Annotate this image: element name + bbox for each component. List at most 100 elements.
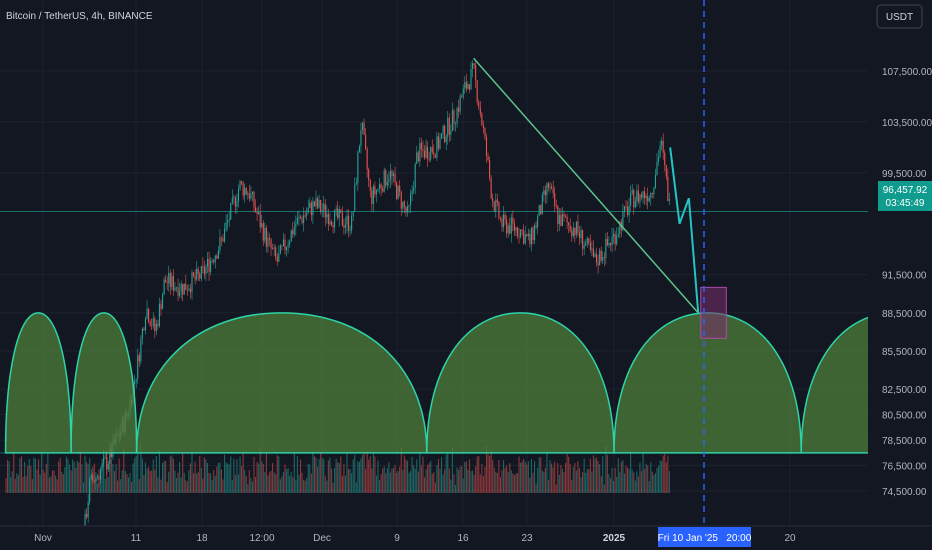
volume-bar	[146, 468, 148, 493]
candle-body	[561, 213, 563, 226]
volume-bar	[335, 458, 337, 493]
volume-bar	[76, 460, 78, 493]
candle-body	[481, 113, 483, 125]
cycle-arc[interactable]	[135, 312, 428, 454]
candle-body	[473, 63, 475, 66]
volume-bar	[16, 473, 18, 493]
volume-bar	[236, 459, 238, 493]
volume-bar	[410, 471, 412, 493]
volume-bar	[592, 455, 594, 493]
volume-bar	[289, 475, 291, 493]
volume-bar	[96, 483, 98, 493]
candle-body	[355, 182, 357, 185]
volume-bar	[377, 460, 379, 493]
candle-body	[95, 477, 97, 482]
volume-bar	[578, 467, 581, 493]
volume-bar	[478, 455, 480, 493]
volume-bar	[225, 462, 227, 493]
candle-body	[268, 237, 271, 240]
candle-body	[282, 239, 284, 247]
volume-bar	[361, 455, 364, 493]
volume-bar	[563, 472, 565, 493]
candle-body	[470, 68, 472, 90]
candle-body	[554, 193, 556, 207]
volume-bar	[456, 467, 458, 493]
volume-bar	[206, 462, 209, 493]
volume-bar	[65, 456, 67, 493]
candle-body	[490, 178, 492, 199]
volume-bar	[193, 473, 195, 493]
volume-bar	[258, 463, 260, 493]
candle-body	[261, 223, 263, 228]
volume-bar	[380, 474, 382, 493]
volume-bar	[340, 456, 342, 493]
volume-bar	[327, 460, 329, 493]
candle-body	[631, 189, 633, 194]
candle-body	[250, 194, 252, 199]
volume-bar	[275, 474, 277, 493]
volume-bar	[534, 461, 536, 493]
candle-body	[172, 275, 174, 291]
candle-body	[87, 502, 89, 518]
volume-bar	[348, 468, 350, 493]
volume-bar	[259, 448, 261, 493]
volume-bar	[538, 457, 540, 493]
volume-bar	[433, 472, 435, 493]
target-box[interactable]	[700, 286, 727, 339]
volume-bar	[625, 465, 627, 493]
candle-body	[168, 272, 170, 284]
volume-bar	[527, 461, 529, 493]
candle-body	[214, 255, 216, 263]
volume-bar	[614, 467, 616, 493]
candle-body	[667, 176, 669, 201]
volume-bar	[369, 456, 371, 493]
volume-bar	[661, 460, 663, 493]
volume-bar	[616, 476, 618, 493]
candle-body	[256, 211, 258, 214]
volume-bar	[422, 456, 424, 493]
currency-button[interactable]: USDT	[876, 4, 923, 29]
volume-bar	[317, 466, 319, 493]
volume-bar	[89, 458, 91, 493]
cycle-arc[interactable]	[70, 312, 138, 454]
volume-bar	[182, 453, 184, 493]
candle-body	[625, 206, 627, 208]
volume-bar	[282, 471, 284, 493]
volume-bar	[69, 464, 71, 493]
volume-bar	[357, 460, 359, 493]
candle-body	[639, 194, 641, 203]
volume-bar	[631, 469, 633, 493]
volume-bar	[321, 457, 323, 493]
volume-bar	[645, 463, 647, 493]
volume-bar	[574, 463, 576, 493]
projection-path[interactable]	[669, 147, 700, 313]
time-axis[interactable]	[0, 526, 932, 550]
volume-bar	[264, 472, 266, 493]
candle-body	[602, 256, 604, 261]
candle-body	[324, 203, 326, 218]
volume-bar	[516, 473, 519, 493]
candle-body	[379, 184, 381, 189]
candle-body	[337, 208, 339, 219]
volume-bar	[360, 458, 362, 493]
volume-bar	[211, 480, 213, 493]
candle-body	[402, 201, 404, 209]
cycle-arc[interactable]	[4, 312, 72, 454]
candle-body	[563, 213, 565, 217]
cycle-arc[interactable]	[426, 312, 615, 454]
volume-bar	[506, 465, 508, 493]
volume-bar	[179, 461, 181, 493]
volume-bar	[402, 469, 404, 493]
volume-bar	[662, 455, 664, 493]
price-axis[interactable]	[868, 0, 932, 526]
candle-body	[527, 233, 529, 236]
volume-bar	[583, 458, 585, 493]
time-tick-label: Nov	[34, 533, 52, 544]
trendline[interactable]	[473, 57, 699, 314]
volume-bar	[459, 466, 461, 493]
candle-body	[468, 84, 470, 90]
candle-body	[365, 134, 367, 149]
volume-bar	[349, 469, 351, 493]
volume-bar	[462, 478, 464, 493]
